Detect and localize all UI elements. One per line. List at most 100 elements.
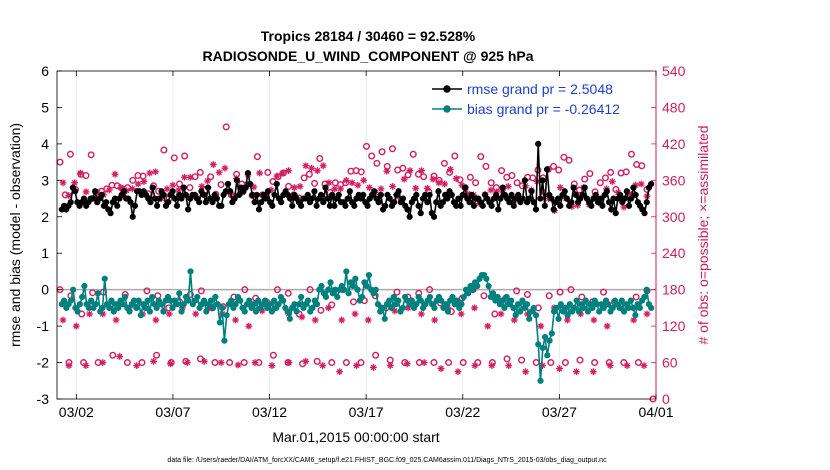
bias-point — [135, 297, 142, 304]
rmse-point — [213, 195, 221, 202]
obs-assimilated-marker-mid — [72, 322, 80, 330]
rmse-point — [196, 199, 203, 206]
bias-point — [571, 304, 578, 311]
obs-assimilated-marker-low — [200, 357, 208, 365]
y-left-tick-label: 2 — [41, 209, 49, 225]
bias-point — [620, 308, 628, 315]
bias-point — [250, 301, 257, 308]
plot-content — [56, 71, 657, 403]
obs-assimilated-marker-low — [285, 359, 293, 366]
rmse-point — [320, 199, 327, 206]
rmse-point — [131, 202, 139, 209]
obs-assimilated-marker-mid — [152, 316, 160, 324]
rmse-point — [435, 188, 442, 195]
bias-point — [194, 293, 201, 301]
obs-assimilated-marker-mid — [351, 310, 359, 318]
obs-assimilated-marker — [215, 169, 223, 176]
obs-assimilated-marker — [331, 185, 339, 193]
bias-point — [449, 293, 456, 301]
rmse-point — [375, 199, 382, 206]
obs-possible-marker — [638, 162, 646, 170]
bias-point — [216, 319, 223, 326]
rmse-point — [417, 210, 424, 217]
obs-possible-marker — [217, 181, 225, 189]
bias-point — [237, 297, 244, 304]
obs-possible-marker-mid — [317, 306, 325, 314]
obs-possible-marker-low — [576, 356, 584, 364]
bias-point — [110, 308, 117, 315]
obs-possible-marker-low — [518, 356, 526, 364]
bias-point — [600, 304, 607, 311]
bias-point — [557, 301, 564, 308]
rmse-point — [311, 188, 318, 195]
obs-possible-marker — [66, 150, 74, 158]
obs-possible-marker-low — [313, 357, 321, 365]
obs-assimilated-marker-low — [268, 362, 276, 369]
bias-point — [363, 282, 370, 290]
obs-assimilated-marker — [383, 167, 391, 175]
obs-possible-marker — [181, 152, 189, 160]
y-right-tick-label: 540 — [662, 63, 686, 79]
rmse-point — [103, 199, 110, 206]
obs-assimilated-marker — [389, 183, 396, 190]
rmse-point — [526, 195, 533, 202]
bias-point — [546, 337, 553, 344]
bias-point — [438, 297, 445, 304]
obs-assimilated-marker — [325, 179, 333, 187]
obs-assimilated-marker — [105, 186, 113, 194]
rmse-point — [253, 191, 260, 199]
obs-assimilated-marker-low — [150, 357, 157, 365]
obs-possible-marker — [253, 153, 261, 161]
bias-point — [512, 312, 519, 319]
rmse-point — [603, 188, 610, 195]
bias-point — [584, 308, 592, 315]
y-left-tick-label: 0 — [41, 282, 49, 298]
obs-possible-marker — [362, 142, 370, 150]
rmse-point — [506, 199, 513, 206]
obs-assimilated-marker-mid — [457, 310, 465, 318]
rmse-point — [251, 199, 258, 206]
rmse-point — [444, 195, 451, 202]
obs-assimilated-marker-low — [133, 362, 141, 369]
obs-possible-marker — [472, 179, 480, 187]
bias-point — [388, 304, 395, 311]
obs-possible-marker-low — [430, 359, 438, 367]
bias-point — [286, 315, 293, 322]
obs-assimilated-marker-low — [437, 365, 445, 373]
bias-point — [408, 297, 415, 304]
obs-assimilated-marker — [366, 184, 373, 192]
chart-title-line1: Tropics 28184 / 30460 = 92.528% — [261, 28, 476, 44]
obs-assimilated-marker-mid — [643, 310, 651, 318]
rmse-point — [426, 191, 433, 199]
obs-possible-marker — [373, 159, 381, 167]
rmse-point — [550, 206, 557, 213]
obs-possible-marker-low — [153, 351, 161, 359]
obs-assimilated-marker-mid — [364, 316, 372, 324]
obs-possible-marker — [555, 166, 563, 174]
obs-assimilated-marker — [128, 185, 136, 193]
bias-point — [126, 308, 133, 315]
rmse-point — [264, 188, 271, 195]
bias-point — [526, 315, 533, 322]
legend-marker — [443, 85, 451, 93]
rmse-point — [528, 188, 535, 195]
obs-possible-marker-low — [328, 359, 336, 367]
bias-point — [517, 308, 524, 315]
rmse-point — [382, 202, 389, 209]
obs-assimilated-marker — [152, 168, 159, 176]
obs-assimilated-marker-low — [116, 353, 124, 360]
obs-assimilated-marker — [134, 180, 142, 188]
bias-point — [322, 293, 330, 301]
bias-point — [483, 275, 490, 282]
rmse-point — [459, 191, 466, 199]
bias-point — [609, 304, 616, 311]
y-left-tick-label: 5 — [41, 99, 49, 115]
obs-assimilated-marker-mid — [471, 304, 478, 312]
bias-point — [589, 304, 596, 311]
bias-point — [119, 301, 126, 308]
obs-assimilated-marker — [337, 185, 344, 193]
obs-assimilated-marker-mid — [431, 316, 439, 324]
bias-point — [115, 304, 122, 311]
rmse-point — [156, 195, 163, 202]
bias-point — [444, 308, 452, 315]
